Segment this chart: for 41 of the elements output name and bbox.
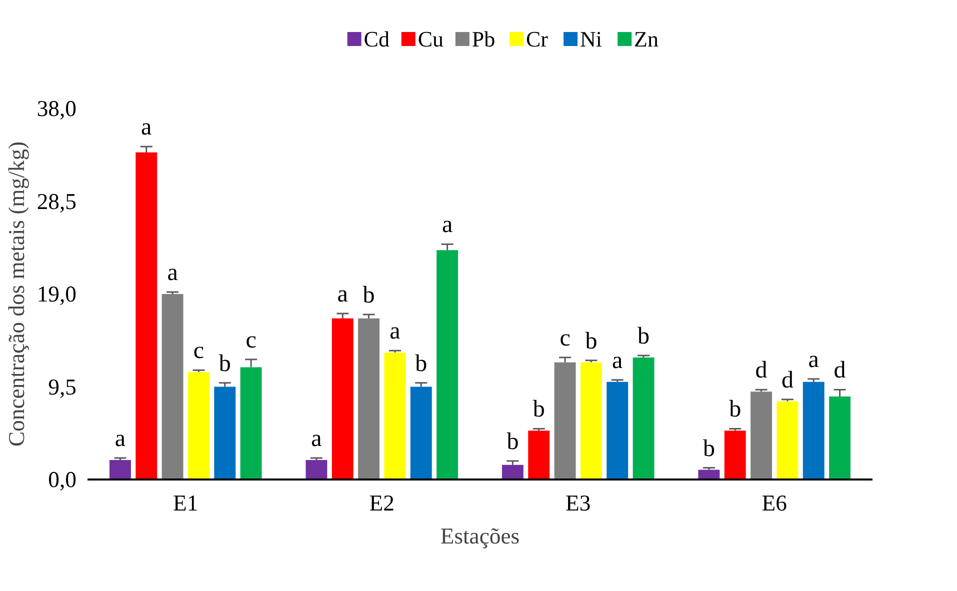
data-label: a	[808, 346, 820, 373]
legend-label: Cu	[418, 26, 444, 52]
y-tick-label: 28,5	[36, 188, 77, 214]
data-label: b	[702, 436, 715, 462]
x-tick-label: E6	[762, 490, 787, 516]
x-tick-label: E3	[566, 490, 591, 516]
data-label: b	[532, 396, 545, 423]
x-tick-label: E2	[369, 490, 394, 516]
data-label: c	[560, 325, 570, 352]
legend-label: Cr	[526, 26, 549, 52]
x-axis-title: Estações	[440, 524, 520, 548]
data-label: d	[781, 367, 794, 394]
data-label: d	[755, 358, 768, 384]
data-label: a	[141, 114, 152, 141]
data-label: a	[337, 282, 348, 308]
data-label: a	[167, 260, 178, 286]
data-label: a	[612, 348, 624, 374]
data-label: a	[390, 318, 401, 345]
data-label: a	[114, 426, 126, 452]
data-label: b	[638, 324, 650, 350]
x-tick-label: E1	[173, 490, 198, 516]
y-tick-label: 19,0	[36, 282, 77, 306]
data-label: b	[415, 350, 428, 377]
y-tick-label: 38,0	[36, 96, 77, 121]
data-label: b	[729, 396, 742, 423]
data-label: b	[362, 282, 375, 309]
y-tick-label: 9,5	[48, 374, 77, 400]
data-label: c	[193, 338, 204, 364]
data-label: a	[442, 212, 453, 238]
legend-label: Ni	[580, 26, 602, 52]
data-label: b	[218, 350, 231, 377]
legend-label: Cd	[364, 26, 390, 52]
data-label: c	[246, 327, 256, 354]
y-tick-label: 0,0	[48, 467, 77, 492]
data-label: b	[506, 428, 519, 455]
data-label: a	[311, 426, 322, 452]
legend-label: Zn	[634, 26, 658, 52]
data-label: d	[834, 358, 846, 384]
data-label: b	[585, 328, 598, 354]
y-axis-title: Concentração dos metais (mg/kg)	[4, 141, 29, 447]
legend-label: Pb	[472, 26, 496, 52]
